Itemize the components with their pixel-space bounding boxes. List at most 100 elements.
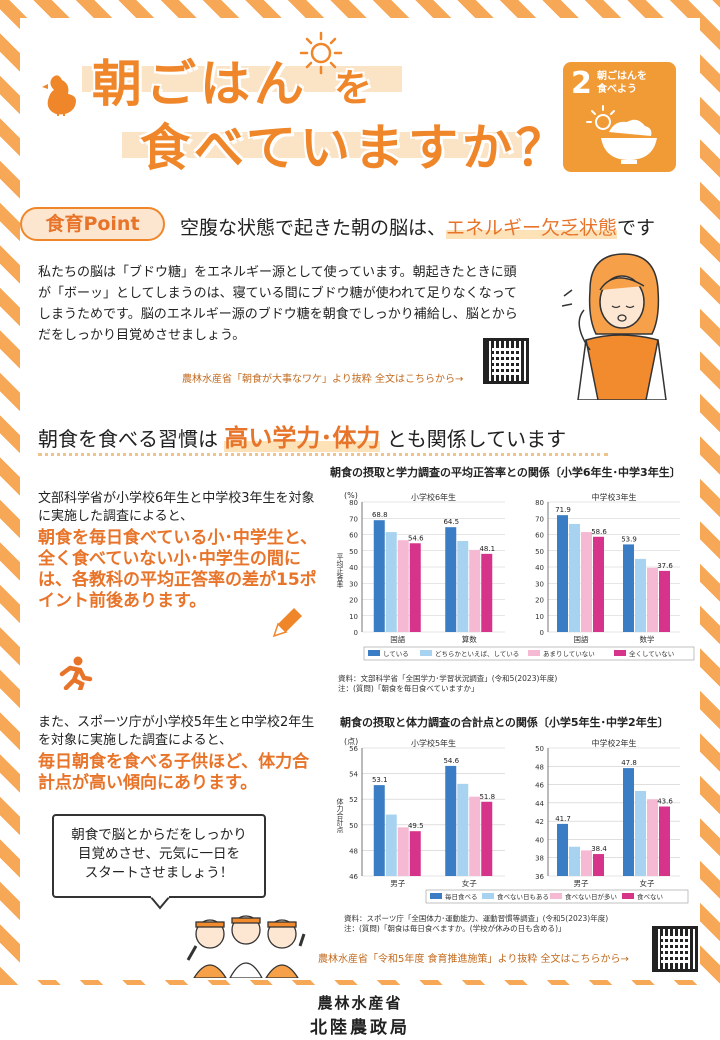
page-title-line2: 食べていますか？: [140, 119, 570, 177]
legend-swatch: [420, 650, 432, 656]
point-badge: 食育Point: [20, 207, 165, 241]
source-link-2[interactable]: 農林水産省「令和5年度 食育推進施策」より抜粋 全文はこちらから→: [318, 954, 629, 965]
y-tick-label: 36: [535, 873, 544, 881]
y-tick-label: 38: [535, 855, 544, 863]
bar: [481, 801, 493, 876]
y-tick-label: 40: [535, 836, 544, 844]
sdg-label: 朝ごはんを 食べよう: [597, 70, 647, 96]
y-tick-label: 30: [349, 580, 358, 588]
data-label: 37.6: [657, 562, 673, 570]
bar: [457, 541, 469, 632]
panel-name: 中学校3年生: [591, 492, 636, 502]
y-tick-label: 60: [349, 532, 358, 540]
legend-swatch: [550, 893, 562, 899]
sports-text: また、スポーツ庁が小学校5年生と中学校2年生を対象に実施した調査によると、: [38, 715, 315, 748]
y-tick-label: 0: [354, 629, 358, 637]
bar: [569, 846, 580, 876]
habit-heading-pre: 朝食を食べる習慣は: [38, 427, 218, 451]
x-tick-label: 女子: [462, 878, 477, 888]
point-heading: 空腹な状態で起きた朝の脳は、エネルギー欠乏状態です: [180, 213, 655, 240]
footer-bureau: 北陸農政局: [310, 1018, 410, 1038]
y-tick-label: 54: [349, 771, 358, 779]
y-tick-label: 44: [535, 800, 544, 808]
bar: [557, 515, 568, 632]
qr-code-2[interactable]: [652, 926, 698, 972]
point-heading-highlight: エネルギー欠乏状態: [446, 217, 618, 239]
y-axis-label: 平均正答率: [336, 553, 344, 589]
chart2-title: 朝食の摂取と体力調査の合計点との関係〔小学5年生･中学2年生〕: [340, 716, 669, 729]
chart1-box: (%) 小学校6年生 0 10 20 30 40 50 60 70 80 平均正答率 68.8 54.6 国…: [330, 480, 700, 670]
qr-code[interactable]: [483, 338, 529, 384]
y-tick-label: 56: [349, 745, 358, 753]
children-illustration: [186, 915, 306, 978]
data-label: 48.1: [479, 545, 495, 553]
bar: [385, 532, 397, 632]
bar: [409, 831, 421, 876]
x-tick-label: 算数: [462, 634, 477, 644]
y-tick-label: 20: [349, 597, 358, 605]
girl-illustration: [561, 253, 667, 400]
data-label: 54.6: [443, 757, 459, 765]
chart1-note1: 資料：文部科学省「全国学力･学習状況調査」(令和5(2023)年度): [338, 674, 558, 683]
sports-highlight: 毎日朝食を食べる子供ほど、体力合計点が高い傾向にあります。: [38, 752, 310, 793]
source-link[interactable]: 農林水産省「朝食が大事なワケ」より抜粋 全文はこちらから→: [182, 374, 464, 385]
y-tick-label: 52: [349, 796, 358, 804]
bar: [581, 850, 592, 876]
bar: [635, 558, 646, 632]
legend-swatch: [368, 650, 380, 656]
bar: [635, 790, 646, 876]
bar: [557, 823, 568, 876]
bar: [469, 796, 481, 876]
bar: [623, 544, 634, 632]
bar: [457, 783, 469, 876]
legend-label: あまりしていない: [543, 650, 595, 658]
data-label: 64.5: [443, 518, 459, 526]
legend-label: 全くしていない: [629, 649, 674, 658]
point-heading-pre: 空腹な状態で起きた朝の脳は、: [180, 217, 447, 239]
sdg-number: 2: [571, 66, 592, 101]
bar: [373, 785, 385, 876]
bar: [373, 520, 385, 632]
data-label: 53.9: [621, 535, 637, 543]
data-label: 51.8: [479, 793, 495, 801]
title-line1: 朝ごはん: [92, 55, 308, 113]
y-axis-label: 体力合計点: [336, 797, 344, 834]
chart1-title: 朝食の摂取と学力調査の平均正答率との関係〔小学6年生･中学3年生〕: [330, 466, 681, 479]
bubble-line2: 目覚めさせ、元気に一日を: [78, 846, 240, 862]
bubble-tail: [150, 896, 172, 910]
panel-name: 小学校5年生: [411, 738, 456, 748]
title-highlight: [122, 132, 522, 158]
bar: [659, 806, 670, 876]
bar: [581, 532, 592, 632]
y-tick-label: 50: [535, 745, 544, 753]
data-label: 71.9: [555, 506, 571, 514]
legend-label: 毎日食べる: [445, 892, 478, 901]
y-tick-label: 50: [349, 822, 358, 830]
bar: [385, 814, 397, 876]
y-tick-label: 48: [535, 763, 544, 771]
chart1-note2: 注：(質問)「朝食を毎日食べていますか」: [338, 684, 479, 693]
study-text: 文部科学省が小学校6年生と中学校3年生を対象に実施した調査によると、: [38, 491, 315, 524]
habit-heading-post: とも関係しています: [386, 427, 567, 451]
y-tick-label: 80: [349, 499, 358, 507]
bar: [397, 827, 409, 876]
point-body: 私たちの脳は「ブドウ糖」をエネルギー源として使っています。朝起きたときに頭が「ボ…: [38, 265, 518, 343]
chart2-note2: 注：(質問)「朝食は毎日食べますか。(学校が休みの日も含める)」: [344, 924, 566, 933]
habit-heading: 朝食を食べる習慣は 高い学力･体力 とも関係しています: [38, 418, 608, 456]
bar: [647, 567, 658, 632]
bar: [469, 549, 481, 632]
sdg-label-line2: 食べよう: [597, 84, 637, 95]
x-tick-label: 国語: [574, 634, 589, 644]
data-label: 53.1: [372, 776, 388, 784]
y-tick-label: 42: [535, 818, 544, 826]
point-heading-post: です: [617, 217, 656, 239]
y-tick-label: 70: [535, 515, 544, 523]
sdg-badge: 2 朝ごはんを 食べよう: [563, 62, 676, 172]
habit-heading-highlight: 高い学力･体力: [224, 424, 381, 452]
x-tick-label: 数学: [640, 634, 655, 644]
panel-name: 中学校2年生: [591, 738, 636, 748]
legend-label: どちらかといえば、している: [435, 649, 519, 658]
y-unit: (%): [344, 491, 358, 500]
sports-paragraph: また、スポーツ庁が小学校5年生と中学校2年生を対象に実施した調査によると、 毎日…: [38, 714, 318, 794]
y-tick-label: 50: [535, 548, 544, 556]
